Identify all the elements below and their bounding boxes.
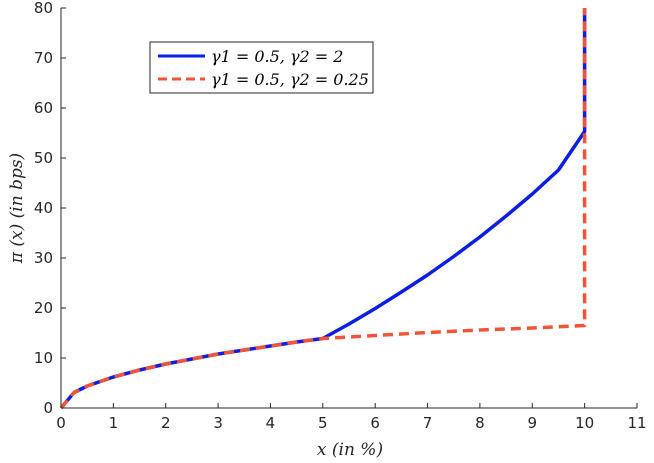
- y-tick-label-30: 30: [34, 249, 53, 267]
- y-tick-label-70: 70: [34, 49, 53, 67]
- x-tick-label-11: 11: [627, 414, 646, 432]
- y-tick-label-20: 20: [34, 299, 53, 317]
- series-layer: [59, 8, 587, 410]
- x-tick-label-5: 5: [318, 414, 328, 432]
- axes-layer: 0 1 2 3 4 5 6 7 8 9 10 11 0 10 20 30 40 50 60 70 80: [34, 0, 647, 432]
- y-tick-label-50: 50: [34, 149, 53, 167]
- x-axis-title: x (in %): [317, 440, 383, 460]
- legend-label-series-1: γ1 = 0.5, γ2 = 2: [211, 47, 343, 66]
- x-tick-label-0: 0: [56, 414, 66, 432]
- x-tick-label-7: 7: [423, 414, 433, 432]
- legend-box: [149, 41, 374, 94]
- x-tick-label-6: 6: [370, 414, 380, 432]
- y-tick-label-10: 10: [34, 349, 53, 367]
- x-tick-label-8: 8: [475, 414, 485, 432]
- y-tick-label-80: 80: [34, 0, 53, 17]
- x-tick-label-2: 2: [161, 414, 171, 432]
- series-line-2: [59, 8, 587, 410]
- y-tick-label-40: 40: [34, 199, 53, 217]
- y-tick-label-0: 0: [43, 399, 53, 417]
- y-axis-title: π (x) (in bps): [7, 153, 27, 264]
- y-tick-label-60: 60: [34, 99, 53, 117]
- x-tick-label-9: 9: [527, 414, 537, 432]
- x-tick-label-3: 3: [213, 414, 223, 432]
- x-tick-label-1: 1: [109, 414, 119, 432]
- x-tick-label-10: 10: [575, 414, 594, 432]
- legend-label-series-2: γ1 = 0.5, γ2 = 0.25: [211, 70, 369, 89]
- legend: γ1 = 0.5, γ2 = 2 γ1 = 0.5, γ2 = 0.25: [149, 41, 374, 94]
- x-tick-label-4: 4: [266, 414, 276, 432]
